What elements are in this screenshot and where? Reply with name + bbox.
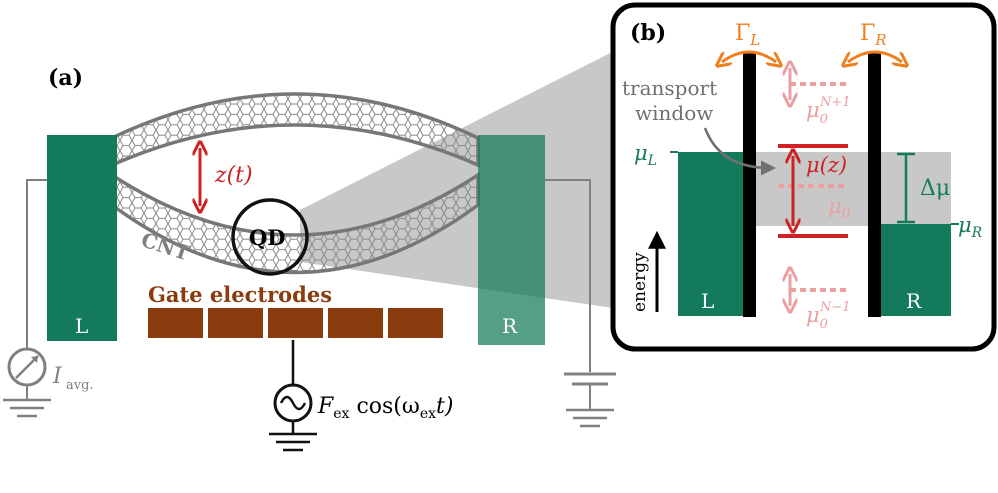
transport-pointer-arrow: [703, 127, 776, 176]
energy-label: energy: [630, 252, 650, 312]
quantum-dot-circle: [231, 198, 309, 276]
gate-electrodes: [148, 308, 443, 338]
right-lead: [478, 135, 545, 345]
drive-label: Fex cos(ωext): [317, 394, 453, 422]
inset-left-lead: [678, 152, 743, 316]
left-lead: [47, 135, 117, 341]
left-barrier: [743, 52, 756, 317]
displacement-label: z(t): [214, 163, 253, 188]
mu0-n-minus-1-label: μ0N−1: [806, 300, 850, 332]
gamma-right-label: ΓR: [860, 21, 887, 49]
mu0-label: μ0: [828, 194, 851, 222]
gamma-left-label: ΓL: [735, 21, 760, 49]
inset-left-lead-label: L: [701, 289, 714, 313]
mu-right-label: μR: [958, 213, 983, 241]
current-symbol: I: [52, 364, 63, 389]
right-barrier: [868, 52, 881, 317]
gamma-left-arrow: [722, 50, 776, 62]
mu-z-label: μ(z): [806, 153, 847, 177]
right-lead-label: R: [502, 314, 518, 338]
delta-mu-label: Δμ: [920, 176, 950, 201]
gamma-right-arrow: [848, 50, 902, 62]
left-wire: [26, 179, 52, 348]
panel-a-label: (a): [48, 65, 83, 91]
left-lead-label: L: [75, 314, 88, 338]
right-ground-icon: [566, 408, 614, 428]
inset-right-lead-label: R: [906, 289, 922, 313]
right-wire: [545, 179, 591, 372]
delta-mu-bracket: [897, 152, 915, 224]
source-ground-icon: [269, 432, 317, 452]
current-subscript: avg.: [66, 378, 94, 393]
inset-right-lead: [880, 224, 951, 316]
mu-left-label: μL: [634, 141, 657, 169]
gate-label: Gate electrodes: [148, 282, 332, 307]
qd-label: QD: [249, 225, 286, 250]
panel-b-label: (b): [630, 20, 666, 46]
capacitor-icon: [564, 372, 616, 386]
transport-label-line2: window: [635, 101, 713, 125]
mu0-n-plus-1-label: μ0N+1: [806, 95, 850, 127]
transport-label-line1: transport: [622, 76, 717, 100]
left-ground-icon: [3, 398, 51, 418]
